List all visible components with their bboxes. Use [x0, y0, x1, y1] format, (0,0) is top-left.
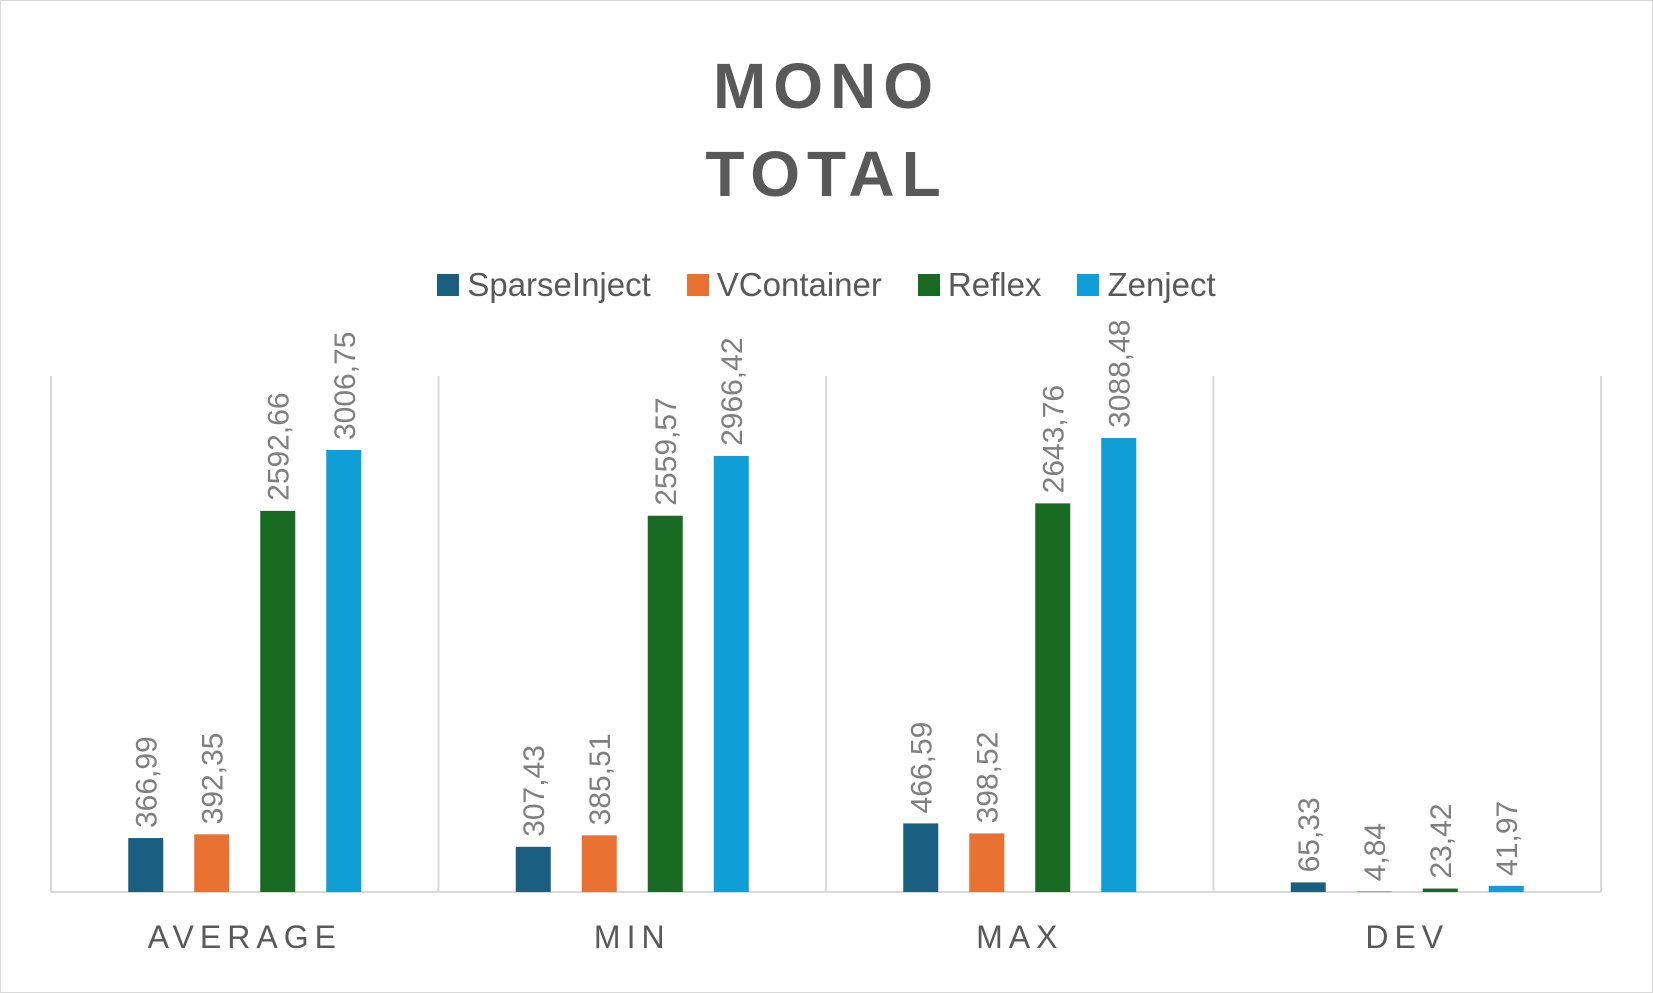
bar-reflex-average [260, 510, 296, 892]
data-label: 398,52 [972, 732, 1005, 824]
data-label: 41,97 [1491, 801, 1524, 876]
legend-swatch-vcontainer [686, 274, 709, 296]
bar-zenject-min [713, 455, 749, 892]
data-label: 385,51 [584, 734, 617, 826]
bar-vcontainer-dev [1356, 891, 1392, 892]
bar-zenject-dev [1488, 885, 1524, 892]
bar-sparseinject-dev [1290, 882, 1326, 892]
data-label: 466,59 [906, 722, 939, 814]
legend-label-vcontainer: VContainer [716, 266, 882, 303]
data-label: 366,99 [131, 736, 164, 828]
bar-reflex-dev [1422, 888, 1458, 892]
chart-title-line-2: TOTAL [705, 138, 948, 210]
legend-label-zenject: Zenject [1107, 266, 1216, 303]
legend-item-reflex: Reflex [917, 266, 1042, 304]
bar-vcontainer-min [581, 835, 617, 892]
data-label: 392,35 [197, 733, 230, 825]
bar-sparseinject-average [128, 838, 164, 892]
data-label: 3006,75 [329, 332, 362, 440]
legend-swatch-reflex [917, 274, 940, 296]
data-label: 2966,42 [716, 337, 749, 445]
data-label: 23,42 [1425, 803, 1458, 878]
data-label: 307,43 [518, 745, 551, 837]
bar-sparseinject-max [903, 823, 939, 892]
chart-legend: SparseInject VContainer Reflex Zenject [0, 266, 1653, 304]
x-tick-label: MAX [976, 919, 1063, 955]
chart-title: MONO TOTAL [0, 42, 1653, 218]
data-label: 3088,48 [1104, 320, 1137, 428]
x-tick-label: AVERAGE [148, 919, 342, 955]
legend-label-sparseinject: SparseInject [467, 266, 651, 303]
data-label: 4,84 [1359, 823, 1392, 881]
legend-swatch-sparseinject [437, 274, 460, 296]
chart-title-line-1: MONO [712, 50, 941, 122]
x-tick-label: MIN [594, 919, 671, 955]
bar-vcontainer-max [969, 833, 1005, 892]
data-label: 2592,66 [263, 392, 296, 500]
data-label: 2559,57 [650, 397, 683, 505]
bar-zenject-average [326, 450, 362, 892]
legend-item-zenject: Zenject [1077, 266, 1216, 304]
legend-swatch-zenject [1077, 274, 1100, 296]
bar-sparseinject-min [515, 846, 551, 892]
data-label: 65,33 [1293, 797, 1326, 872]
x-tick-label: DEV [1365, 919, 1449, 955]
legend-item-vcontainer: VContainer [686, 266, 882, 304]
bar-zenject-max [1101, 437, 1137, 892]
bar-vcontainer-average [194, 834, 230, 892]
legend-item-sparseinject: SparseInject [437, 266, 651, 304]
bar-reflex-max [1035, 503, 1071, 892]
data-label: 2643,76 [1038, 385, 1071, 493]
bar-reflex-min [647, 515, 683, 892]
legend-label-reflex: Reflex [947, 266, 1042, 303]
